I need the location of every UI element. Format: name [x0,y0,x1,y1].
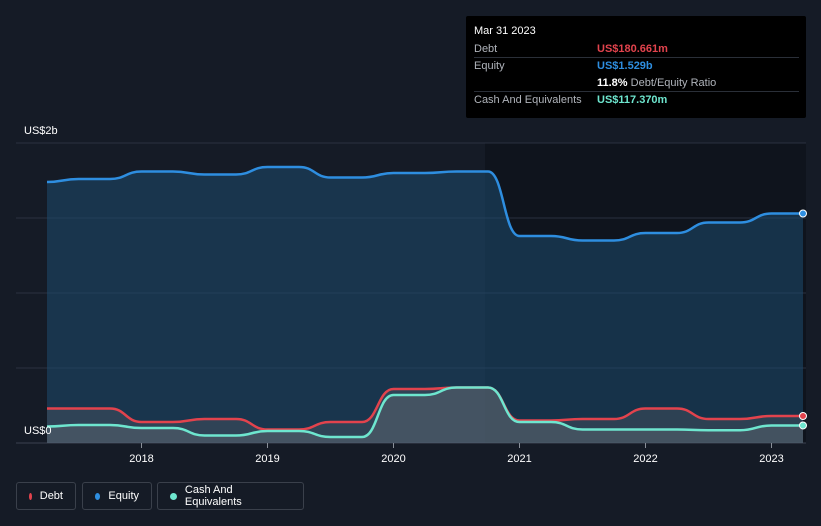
cash-line [46,386,803,439]
tooltip-row-cash: Cash And Equivalents US$117.370m [474,92,799,109]
debt-line [47,386,803,431]
tooltip-debt-label: Debt [474,43,498,55]
debt-legend-dot-icon [29,492,32,500]
x-tick-label-2022: 2022 [633,453,657,465]
legend-item-equity[interactable]: Equity [82,482,152,510]
data-tooltip: Mar 31 2023 Debt US$180.661m Equity US$1… [466,16,806,118]
end-markers [799,209,807,430]
legend-item-debt[interactable]: Debt [16,482,76,510]
tooltip-row-ratio: 11.8% Debt/Equity Ratio [474,75,799,92]
tooltip-row-debt: Debt US$180.661m [474,41,799,58]
cash-end-marker [799,421,807,430]
series-lines [46,165,803,439]
x-tick-label-2019: 2019 [255,453,279,465]
tooltip-ratio: 11.8% Debt/Equity Ratio [597,77,716,89]
legend-item-cash[interactable]: Cash And Equivalents [157,482,304,510]
x-tick-label-2021: 2021 [507,453,531,465]
debt-end-marker [799,412,807,420]
tooltip-equity-value: US$1.529b [597,60,653,72]
y-axis-bottom-label: US$0 [24,425,52,437]
equity-line [46,165,803,242]
cash-legend-dot-icon [170,492,177,500]
tooltip-row-equity: Equity US$1.529b [474,58,799,75]
equity-end-marker [799,209,807,218]
tooltip-debt-value: US$180.661m [597,43,668,55]
tooltip-cash-label: Cash And Equivalents [474,94,582,106]
x-axis-ticks: 2018 2019 2020 2021 2022 2023 [129,443,784,465]
legend-cash-label: Cash And Equivalents [184,484,242,508]
equity-area [47,167,803,443]
equity-legend-dot-icon [95,492,101,500]
legend-equity-label: Equity [108,490,139,502]
legend-debt-label: Debt [39,490,63,502]
tooltip-cash-value: US$117.370m [597,94,668,106]
x-tick-label-2018: 2018 [129,453,153,465]
y-axis-top-label: US$2b [24,125,58,137]
tooltip-equity-label: Equity [474,60,505,72]
tooltip-ratio-value: 11.8% [597,77,628,89]
x-tick-label-2020: 2020 [381,453,405,465]
cash-area [47,387,803,443]
tooltip-date: Mar 31 2023 [474,25,536,37]
x-tick-label-2023: 2023 [759,453,783,465]
tooltip-ratio-label: Debt/Equity Ratio [630,77,717,89]
